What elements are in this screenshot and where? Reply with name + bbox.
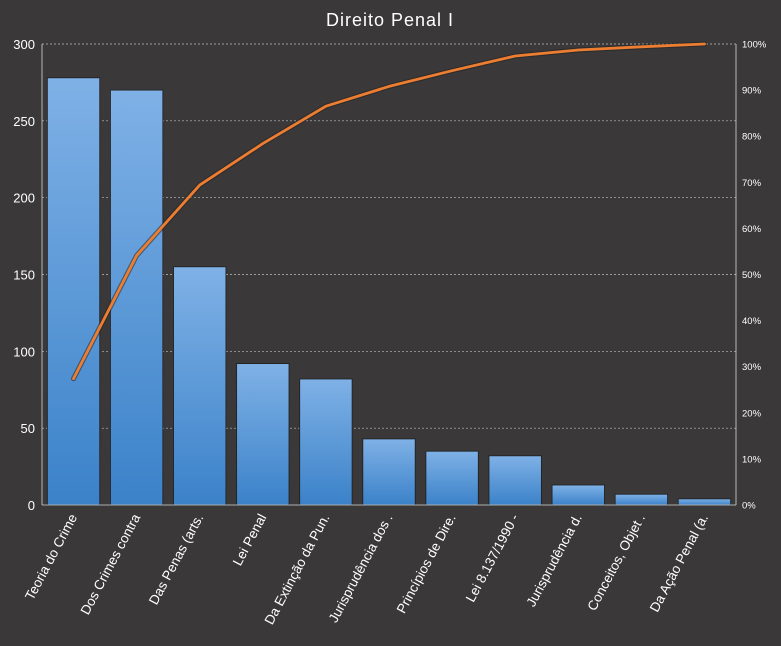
x-tick-label: Princípios de Dire. bbox=[394, 511, 459, 615]
y2-tick-label: 80% bbox=[742, 132, 762, 143]
y-tick-label: 0 bbox=[28, 498, 35, 513]
x-tick-label: Da Extinção da Pun. bbox=[262, 511, 333, 627]
bar bbox=[46, 77, 101, 506]
x-tick-label: Teoria do Crime bbox=[22, 511, 80, 602]
bar bbox=[677, 498, 732, 506]
y-tick-label: 250 bbox=[13, 114, 35, 129]
y2-tick-label: 40% bbox=[742, 316, 762, 327]
x-tick-label: Lei Penal bbox=[230, 511, 270, 568]
bar bbox=[110, 89, 164, 506]
y2-tick-label: 60% bbox=[742, 224, 762, 235]
bar bbox=[236, 363, 290, 506]
y-tick-label: 200 bbox=[13, 191, 35, 206]
cumulative-line-shadow bbox=[71, 41, 707, 382]
bar bbox=[362, 438, 416, 506]
y2-tick-label: 70% bbox=[742, 178, 762, 189]
y-tick-label: 50 bbox=[21, 421, 35, 436]
y2-tick-label: 50% bbox=[742, 270, 762, 281]
x-tick-label: Dos Crimes contra bbox=[78, 511, 144, 617]
chart-title: Direito Penal I bbox=[326, 10, 454, 30]
cumulative-percent-line bbox=[72, 42, 706, 381]
x-tick-label: Jurisprudência d. bbox=[523, 511, 585, 609]
x-tick-label: Lei 8.137/1990 - bbox=[463, 511, 522, 604]
cumulative-line-layer bbox=[71, 41, 707, 382]
bar bbox=[173, 266, 227, 506]
x-tick-label: Da Ação Penal (a. bbox=[647, 511, 711, 614]
y2-tick-label: 30% bbox=[742, 362, 762, 373]
bar bbox=[551, 484, 605, 506]
y-tick-label: 150 bbox=[13, 268, 35, 283]
y-tick-label: 100 bbox=[13, 344, 35, 359]
y2-tick-label: 100% bbox=[742, 40, 767, 51]
x-tick-label: Jurisprudência dos . bbox=[326, 511, 396, 625]
y2-tick-label: 90% bbox=[742, 86, 762, 97]
bar bbox=[614, 493, 668, 506]
bar bbox=[425, 450, 479, 506]
y2-tick-label: 20% bbox=[742, 408, 762, 419]
bars bbox=[46, 77, 732, 506]
y-tick-label: 300 bbox=[13, 37, 35, 52]
x-tick-label: Das Penas (arts. bbox=[146, 511, 206, 607]
bar bbox=[299, 378, 353, 506]
y2-tick-label: 0% bbox=[742, 501, 756, 512]
x-tick-label: Conceitos, Objet . bbox=[584, 511, 648, 613]
bar bbox=[488, 455, 542, 506]
y2-tick-label: 10% bbox=[742, 454, 762, 465]
